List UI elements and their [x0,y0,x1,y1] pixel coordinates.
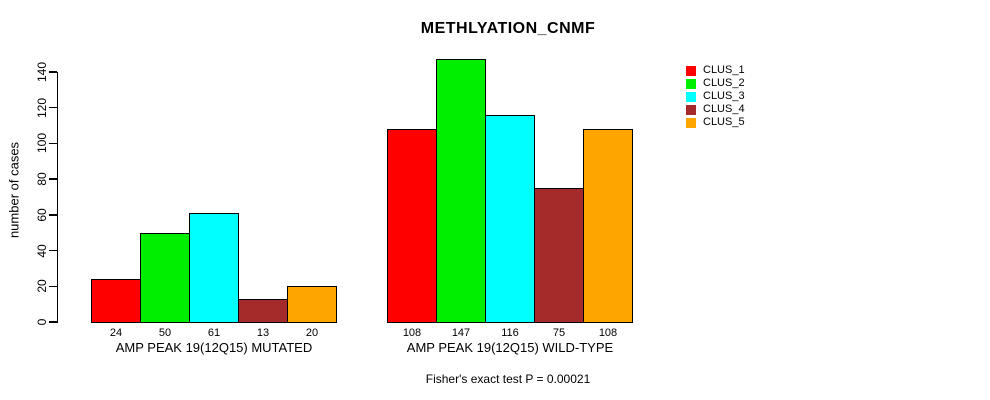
bar-clus_2-group2 [436,59,486,323]
legend: CLUS_1 CLUS_2 CLUS_3 CLUS_4 CLUS_5 [686,64,745,129]
y-tick-label-text: 80 [35,172,49,186]
bar-clus_5-group2 [583,129,633,323]
legend-swatch-clus_5 [686,117,696,128]
y-tick [48,71,57,73]
bar-value-label: 108 [402,327,422,339]
y-tick-label-text: 40 [35,243,49,258]
y-tick-label-text: 20 [35,279,49,293]
bar-value-label: 108 [598,327,618,339]
legend-label: CLUS_5 [703,116,745,128]
y-tick [48,142,57,145]
y-axis-line [56,72,58,323]
y-tick-label-text: 140 [35,61,49,83]
bar-clus_4-group1 [238,299,288,323]
bar-clus_3-group2 [485,115,535,323]
y-tick-label-text: 120 [35,97,49,118]
bar-clus_5-group1 [287,286,337,323]
bar-clus_1-group1 [91,279,141,323]
y-tick-label-text: 0 [35,318,49,326]
y-tick [48,321,57,323]
y-tick [48,106,57,109]
legend-item-clus_4: CLUS_4 [686,103,745,116]
legend-label: CLUS_4 [703,103,745,115]
y-tick [48,214,57,216]
x-axis-group-label-1: AMP PEAK 19(12Q15) MUTATED [115,340,313,355]
bar-value-label: 75 [552,327,566,339]
bar-value-label: 13 [256,327,270,339]
bar-value-label: 147 [451,327,471,339]
y-tick [48,249,57,252]
legend-item-clus_5: CLUS_5 [686,116,745,129]
bar-value-label: 50 [158,327,172,339]
legend-swatch-clus_2 [686,78,696,89]
legend-swatch-clus_1 [686,65,696,76]
legend-item-clus_2: CLUS_2 [686,77,745,90]
bar-clus_1-group2 [387,129,437,323]
y-tick [48,285,57,288]
x-axis-group-label-2: AMP PEAK 19(12Q15) WILD-TYPE [406,340,614,355]
y-tick [48,178,57,180]
bar-value-label: 20 [305,327,319,339]
y-tick-label-text: 100 [35,133,49,154]
legend-label: CLUS_1 [703,64,745,76]
bar-value-label: 61 [207,327,221,339]
y-tick-label-text: 60 [35,208,49,222]
legend-label: CLUS_2 [703,77,745,89]
bar-clus_3-group1 [189,213,239,323]
bar-value-label: 116 [501,327,519,339]
legend-swatch-clus_3 [686,91,696,102]
bar-clus_2-group1 [140,233,190,323]
chart-title: METHLYATION_CNMF [420,20,596,37]
legend-swatch-clus_4 [686,104,696,115]
legend-label: CLUS_3 [703,90,745,102]
bar-value-label: 24 [109,327,123,339]
legend-item-clus_3: CLUS_3 [686,90,745,103]
bar-clus_4-group2 [534,188,584,323]
fisher-test-note: Fisher's exact test P = 0.00021 [425,372,591,386]
legend-item-clus_1: CLUS_1 [686,64,745,77]
